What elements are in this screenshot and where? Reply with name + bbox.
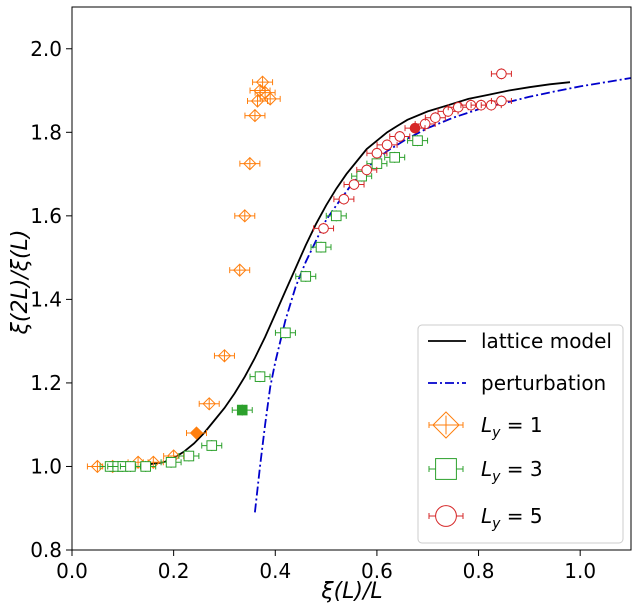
ly-3-point	[201, 440, 223, 452]
ly-5-highlight-point	[404, 122, 426, 134]
legend-swatch	[428, 458, 464, 480]
x-tick-label: 1.0	[564, 559, 596, 583]
legend-item: Ly = 3	[428, 457, 543, 485]
ly-3-point	[295, 270, 317, 282]
legend-item: lattice model	[428, 329, 612, 353]
y-tick-label: 1.8	[30, 120, 62, 144]
y-tick-label: 1.6	[30, 204, 62, 228]
legend-label: lattice model	[481, 329, 612, 353]
ly-5-point	[356, 164, 378, 176]
ly-5-point	[366, 147, 388, 159]
ly-1-point	[259, 92, 281, 106]
ly-5-point	[376, 139, 398, 151]
ly-5-point	[447, 101, 469, 113]
ly-3-point	[310, 241, 332, 253]
ly-3-point	[178, 450, 200, 462]
legend-swatch	[428, 411, 464, 439]
x-axis-label: ξ(L)/L	[320, 579, 382, 604]
legend-label: perturbation	[481, 371, 606, 395]
legend: lattice model perturbation Ly = 1 Ly = 3 Ly …	[417, 324, 624, 544]
legend-item: perturbation	[428, 371, 606, 395]
y-axis-ticks: 0.8 1.0 1.2 1.4 1.6 1.8 2.0	[30, 37, 72, 562]
ly-3-point	[384, 151, 406, 163]
ly-3-point	[160, 456, 182, 468]
ly-5-point	[424, 112, 446, 124]
ly-5-point	[313, 222, 335, 234]
ly-3-point	[135, 460, 157, 472]
x-tick-label: 0.4	[259, 559, 291, 583]
ly-3-highlight-point	[231, 404, 253, 416]
ly-1-point	[239, 156, 261, 171]
plot-frame	[71, 6, 632, 551]
y-tick-label: 2.0	[30, 37, 62, 61]
y-axis-label: ξ(2L)/ξ(L)	[8, 230, 33, 336]
ly-3-point	[249, 371, 271, 383]
legend-label: Ly = 1	[481, 413, 543, 441]
ly-5-point	[333, 193, 355, 205]
ly-5-point	[490, 95, 512, 107]
ly-5-point	[490, 68, 512, 80]
y-tick-label: 0.8	[30, 538, 62, 562]
ly-5-point	[389, 130, 411, 142]
ly-1-point	[198, 397, 220, 411]
legend-item: Ly = 1	[428, 411, 543, 441]
chart-markers	[86, 68, 512, 474]
legend-swatch	[428, 505, 464, 527]
ly-1-highlight-point	[186, 426, 208, 440]
ly-1-point	[244, 108, 266, 123]
ly-1-point	[252, 75, 274, 89]
legend-item: Ly = 5	[428, 504, 543, 532]
x-tick-label: 0.6	[361, 559, 393, 583]
legend-box	[417, 324, 624, 544]
x-tick-label: 0.2	[158, 559, 190, 583]
ly-3-point	[325, 210, 347, 222]
ly-5-point	[480, 99, 502, 111]
y-tick-label: 1.4	[30, 287, 62, 311]
y-tick-label: 1.0	[30, 454, 62, 478]
ly-3-point	[274, 327, 296, 339]
x-axis-ticks: 0.0 0.2 0.4 0.6 0.8 1.0	[56, 550, 596, 583]
ly-5-point	[343, 179, 365, 191]
ly-1-point	[234, 209, 256, 223]
y-tick-label: 1.2	[30, 371, 62, 395]
ly-1-point	[229, 263, 251, 277]
x-tick-label: 0.8	[463, 559, 495, 583]
legend-label: Ly = 3	[481, 457, 543, 485]
ly-3-point	[407, 135, 429, 147]
ly-1-point	[213, 349, 235, 363]
x-tick-label: 0.0	[56, 559, 88, 583]
legend-label: Ly = 5	[481, 504, 543, 532]
